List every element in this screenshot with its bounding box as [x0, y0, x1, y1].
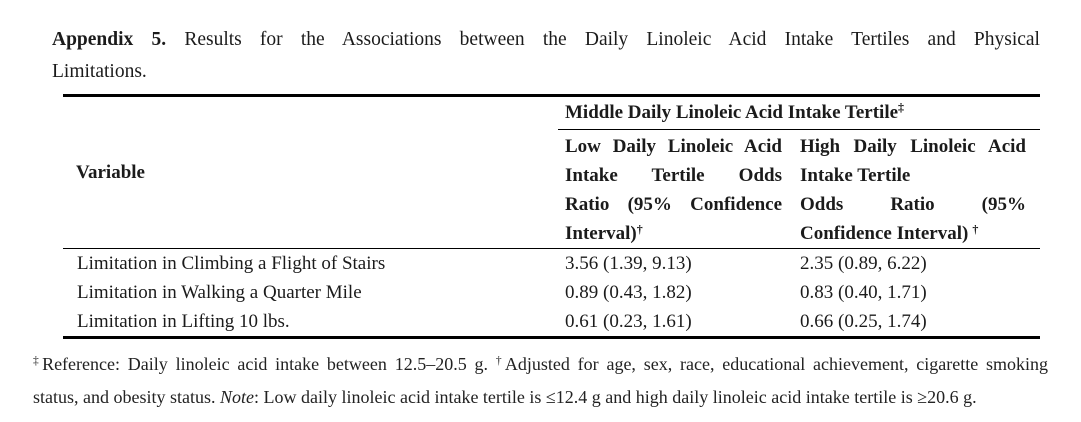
appendix-title-line1: Appendix 5. Results for the Associations… — [52, 24, 1040, 56]
header-line: Confidence Interval) † — [800, 219, 1026, 248]
cell-low-odds-ratio: 0.89 (0.43, 1.82) — [565, 281, 692, 303]
column-header-variable: Variable — [76, 161, 145, 183]
footnote-note-label: Note — [220, 387, 254, 407]
appendix-title-line2: Limitations. — [52, 61, 147, 82]
cell-variable: Limitation in Walking a Quarter Mile — [77, 281, 362, 303]
column-header-high-tertile: High Daily Linoleic Acid Intake Tertile … — [800, 130, 1040, 248]
cell-low-odds-ratio: 0.61 (0.23, 1.61) — [565, 310, 692, 332]
spanning-header-middle-tertile: Middle Daily Linoleic Acid Intake Tertil… — [558, 97, 1040, 130]
table-row: Limitation in Lifting 10 lbs. 0.61 (0.23… — [63, 307, 1040, 336]
appendix-title-text: Results for the Associations between the… — [184, 29, 1040, 50]
footnote-status-text: status, and obesity status. — [33, 387, 216, 407]
appendix-label: Appendix 5. — [52, 29, 167, 50]
cell-variable: Limitation in Lifting 10 lbs. — [77, 310, 290, 332]
dagger-marker: † — [636, 222, 643, 236]
spanning-header-text: Middle Daily Linoleic Acid Intake Tertil… — [565, 102, 899, 123]
table-row: Limitation in Climbing a Flight of Stair… — [63, 249, 1040, 278]
footnote-reference-text: Reference: Daily linoleic acid intake be… — [42, 354, 488, 374]
footnote-note-text: : Low daily linoleic acid intake tertile… — [254, 387, 977, 407]
footnote-line2: status, and obesity status. Note: Low da… — [33, 382, 1048, 412]
header-line: Intake Tertile Odds — [565, 165, 782, 186]
header-line: Ratio (95% Confidence — [565, 194, 782, 215]
cell-low-odds-ratio: 3.56 (1.39, 9.13) — [565, 252, 692, 274]
header-line-text: Confidence Interval) — [800, 223, 969, 244]
header-line: Interval)† — [565, 219, 782, 248]
header-line: Intake Tertile — [800, 165, 911, 186]
table-footnote: ‡Reference: Daily linoleic acid intake b… — [33, 349, 1048, 412]
cell-variable: Limitation in Climbing a Flight of Stair… — [77, 252, 386, 274]
header-line-text: Interval) — [565, 223, 637, 244]
header-line: High Daily Linoleic Acid — [800, 136, 1026, 157]
footnote-adjusted-text: Adjusted for age, sex, race, educational… — [504, 354, 1049, 374]
cell-high-odds-ratio: 2.35 (0.89, 6.22) — [800, 252, 927, 274]
appendix-title: Appendix 5. Results for the Associations… — [52, 24, 1040, 88]
dagger-marker: † — [495, 355, 505, 367]
column-header-low-tertile: Low Daily Linoleic Acid Intake Tertile O… — [565, 130, 800, 248]
table-body: Limitation in Climbing a Flight of Stair… — [63, 249, 1040, 336]
table-header: Variable Middle Daily Linoleic Acid Inta… — [63, 97, 1040, 249]
results-table: Variable Middle Daily Linoleic Acid Inta… — [63, 94, 1040, 339]
cell-high-odds-ratio: 0.83 (0.40, 1.71) — [800, 281, 927, 303]
footnote-line1: ‡Reference: Daily linoleic acid intake b… — [33, 349, 1048, 382]
table-row: Limitation in Walking a Quarter Mile 0.8… — [63, 278, 1040, 307]
double-dagger-marker: ‡ — [33, 355, 43, 367]
header-line: Low Daily Linoleic Acid — [565, 136, 782, 157]
header-line: Odds Ratio (95% — [800, 194, 1026, 215]
dagger-marker: † — [972, 222, 979, 236]
double-dagger-marker: ‡ — [898, 99, 905, 114]
cell-high-odds-ratio: 0.66 (0.25, 1.74) — [800, 310, 927, 332]
